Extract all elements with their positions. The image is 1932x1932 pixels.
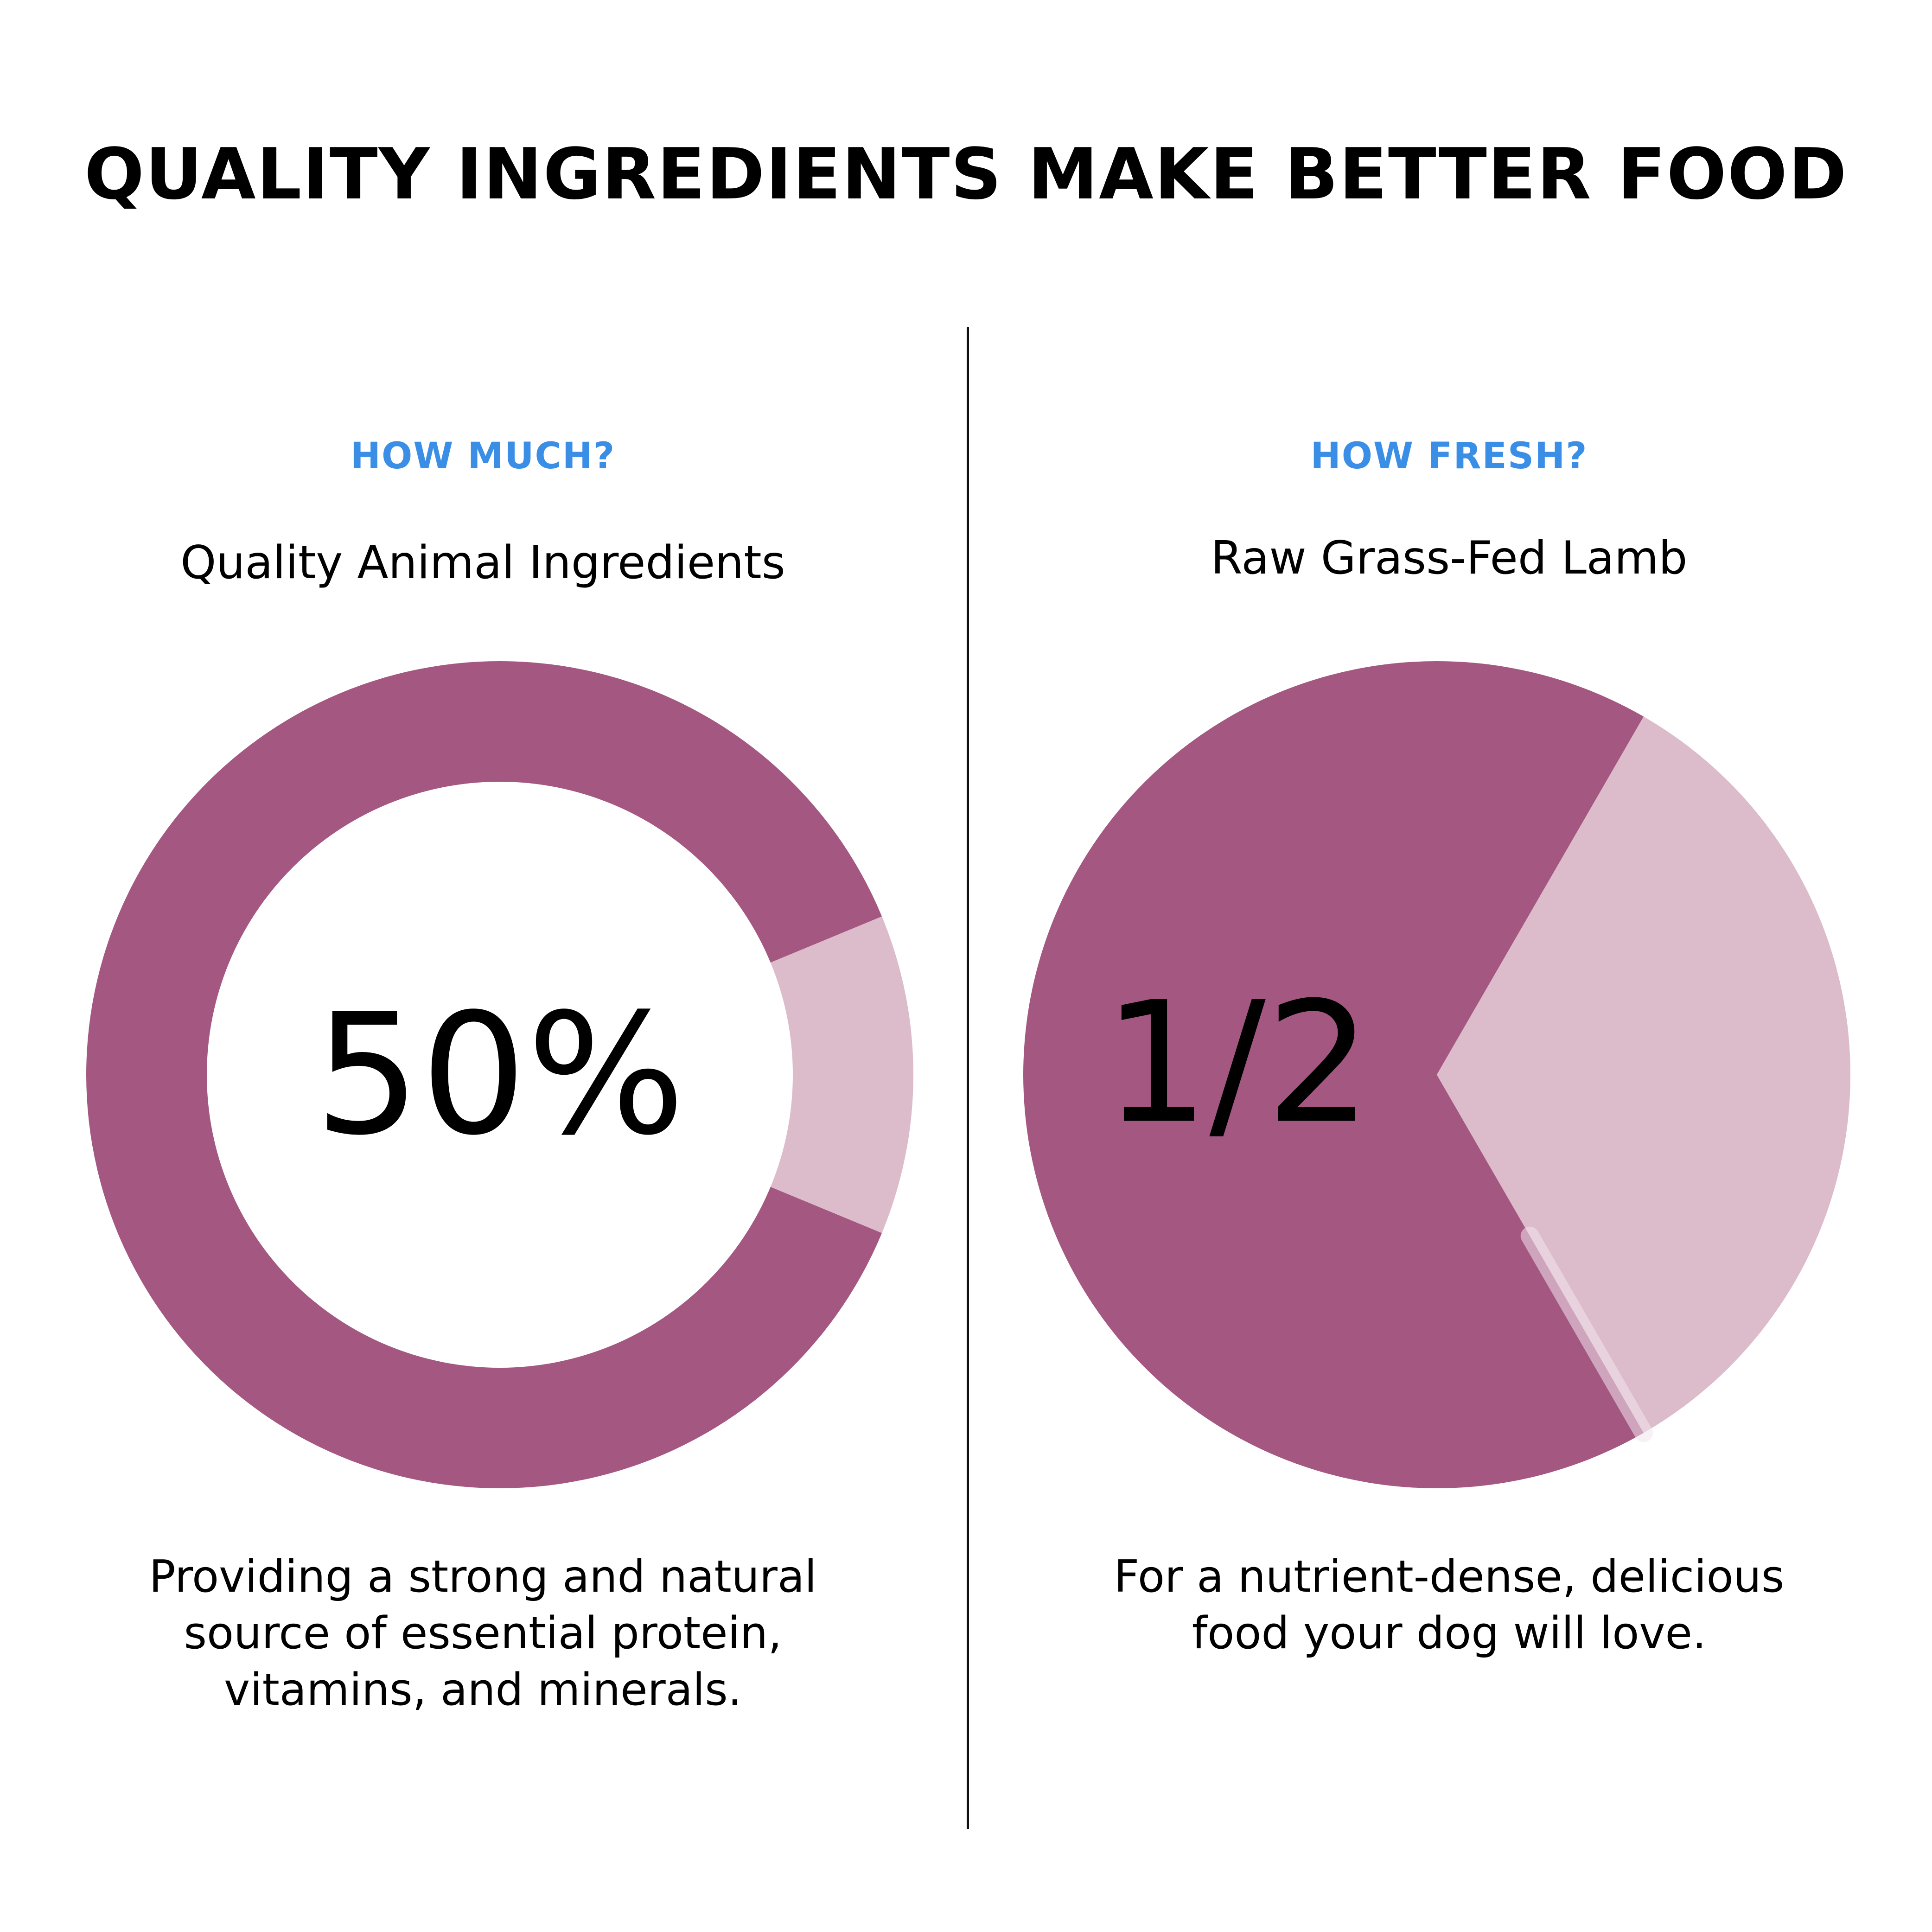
right-caption: For a nutrient-dense, delicious food you…	[966, 1549, 1932, 1662]
left-caption-line: Providing a strong and natural	[149, 1551, 817, 1602]
donut-center-label: 50%	[314, 978, 685, 1172]
center-divider	[967, 327, 969, 1829]
pie-chart: 1/2	[1023, 661, 1851, 1489]
left-caption-line: source of essential protein,	[184, 1608, 782, 1659]
right-heading: Raw Grass-Fed Lamb	[1211, 532, 1688, 585]
right-panel: HOW FRESH? Raw Grass-Fed Lamb 1/2 For a …	[966, 0, 1932, 1932]
left-caption-line: vitamins, and minerals.	[224, 1664, 742, 1715]
right-eyebrow: HOW FRESH?	[1310, 435, 1588, 477]
left-heading: Quality Animal Ingredients	[180, 536, 785, 589]
right-caption-line: For a nutrient-dense, delicious	[1114, 1551, 1785, 1602]
page-title: QUALITY INGREDIENTS MAKE BETTER FOOD	[84, 133, 1848, 215]
pie-slice-0	[1023, 661, 1644, 1489]
left-panel: HOW MUCH? Quality Animal Ingredients 50%…	[0, 435, 966, 1718]
pie-slice-1	[1437, 716, 1851, 1433]
left-eyebrow: HOW MUCH?	[350, 435, 616, 477]
right-caption-line: food your dog will love.	[1192, 1608, 1707, 1659]
donut-chart: 50%	[86, 661, 913, 1488]
pie-seam-highlight	[1520, 1226, 1653, 1442]
left-caption: Providing a strong and natural source of…	[0, 1549, 966, 1718]
donut-hole	[207, 782, 793, 1368]
pie-center-label: 1/2	[1103, 966, 1371, 1160]
